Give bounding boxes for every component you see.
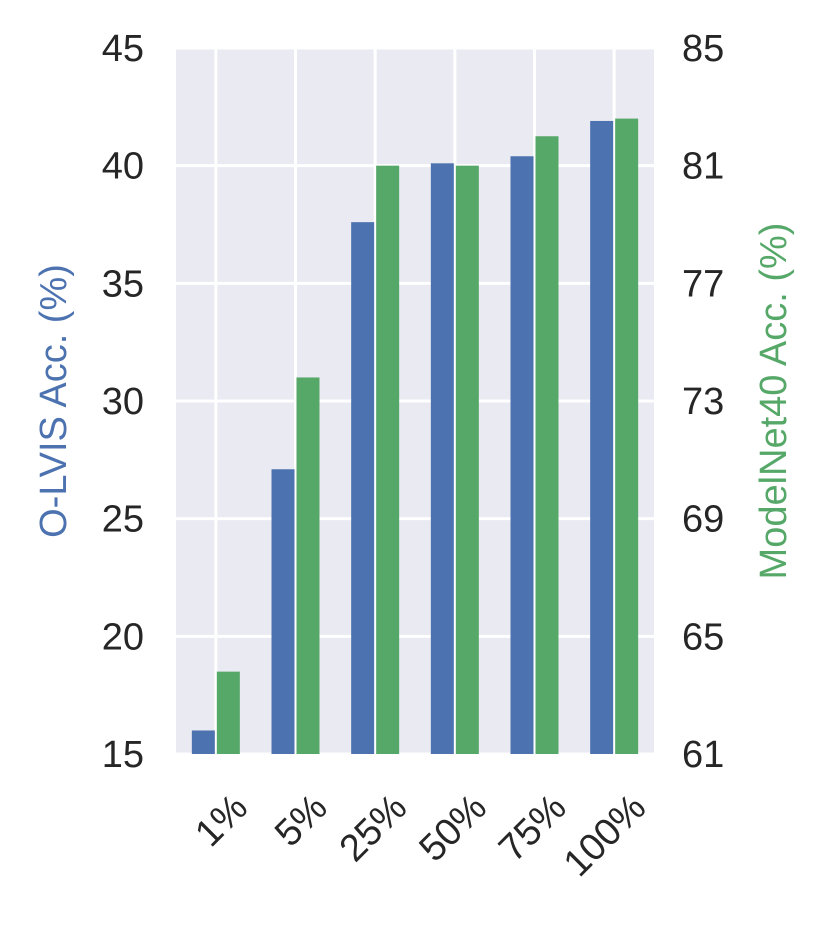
x-tick-label: 50%: [412, 786, 495, 869]
bar-modelnet40: [535, 136, 559, 754]
left-y-tick-label: 25: [102, 499, 144, 541]
x-ticks: 1% 5%25%50%75%100%: [187, 786, 654, 884]
bar-o-lvis: [191, 730, 215, 754]
bar-modelnet40: [296, 377, 320, 754]
right-y-tick-label: 77: [682, 263, 724, 305]
bar-modelnet40: [455, 165, 479, 754]
x-tick-label: 100%: [556, 786, 654, 884]
right-y-tick-label: 65: [682, 616, 724, 658]
x-tick-label: 25%: [332, 786, 415, 869]
bar-o-lvis: [430, 163, 454, 754]
left-y-tick-label: 40: [102, 146, 144, 188]
bar-o-lvis: [590, 120, 614, 755]
left-y-tick-label: 35: [102, 263, 144, 305]
x-tick-label: 5%: [267, 786, 336, 855]
right-axis-label: ModelNet40 Acc. (%): [753, 223, 795, 580]
right-y-tick-label: 69: [682, 499, 724, 541]
right-y-tick-label: 73: [682, 381, 724, 423]
bar-o-lvis: [351, 222, 375, 754]
left-axis-label: O-LVIS Acc. (%): [33, 264, 75, 538]
left-y-tick-label: 30: [102, 381, 144, 423]
right-y-ticks: 61 65 69 73 77 81 85: [682, 28, 724, 776]
left-y-tick-label: 20: [102, 616, 144, 658]
bar-o-lvis: [271, 469, 295, 754]
x-tick-label: 1%: [187, 786, 256, 855]
bar-o-lvis: [510, 156, 534, 755]
left-y-tick-label: 15: [102, 734, 144, 776]
bar-modelnet40: [376, 165, 400, 754]
bar-modelnet40: [216, 671, 240, 754]
right-y-tick-label: 61: [682, 734, 724, 776]
left-y-tick-label: 45: [102, 28, 144, 70]
gridlines: [176, 46, 654, 756]
bar-modelnet40: [615, 118, 639, 755]
right-y-tick-label: 85: [682, 28, 724, 70]
right-y-tick-label: 81: [682, 146, 724, 188]
left-y-ticks: 15 20 25 30 35 40 45: [102, 28, 144, 776]
bars: [191, 118, 639, 755]
